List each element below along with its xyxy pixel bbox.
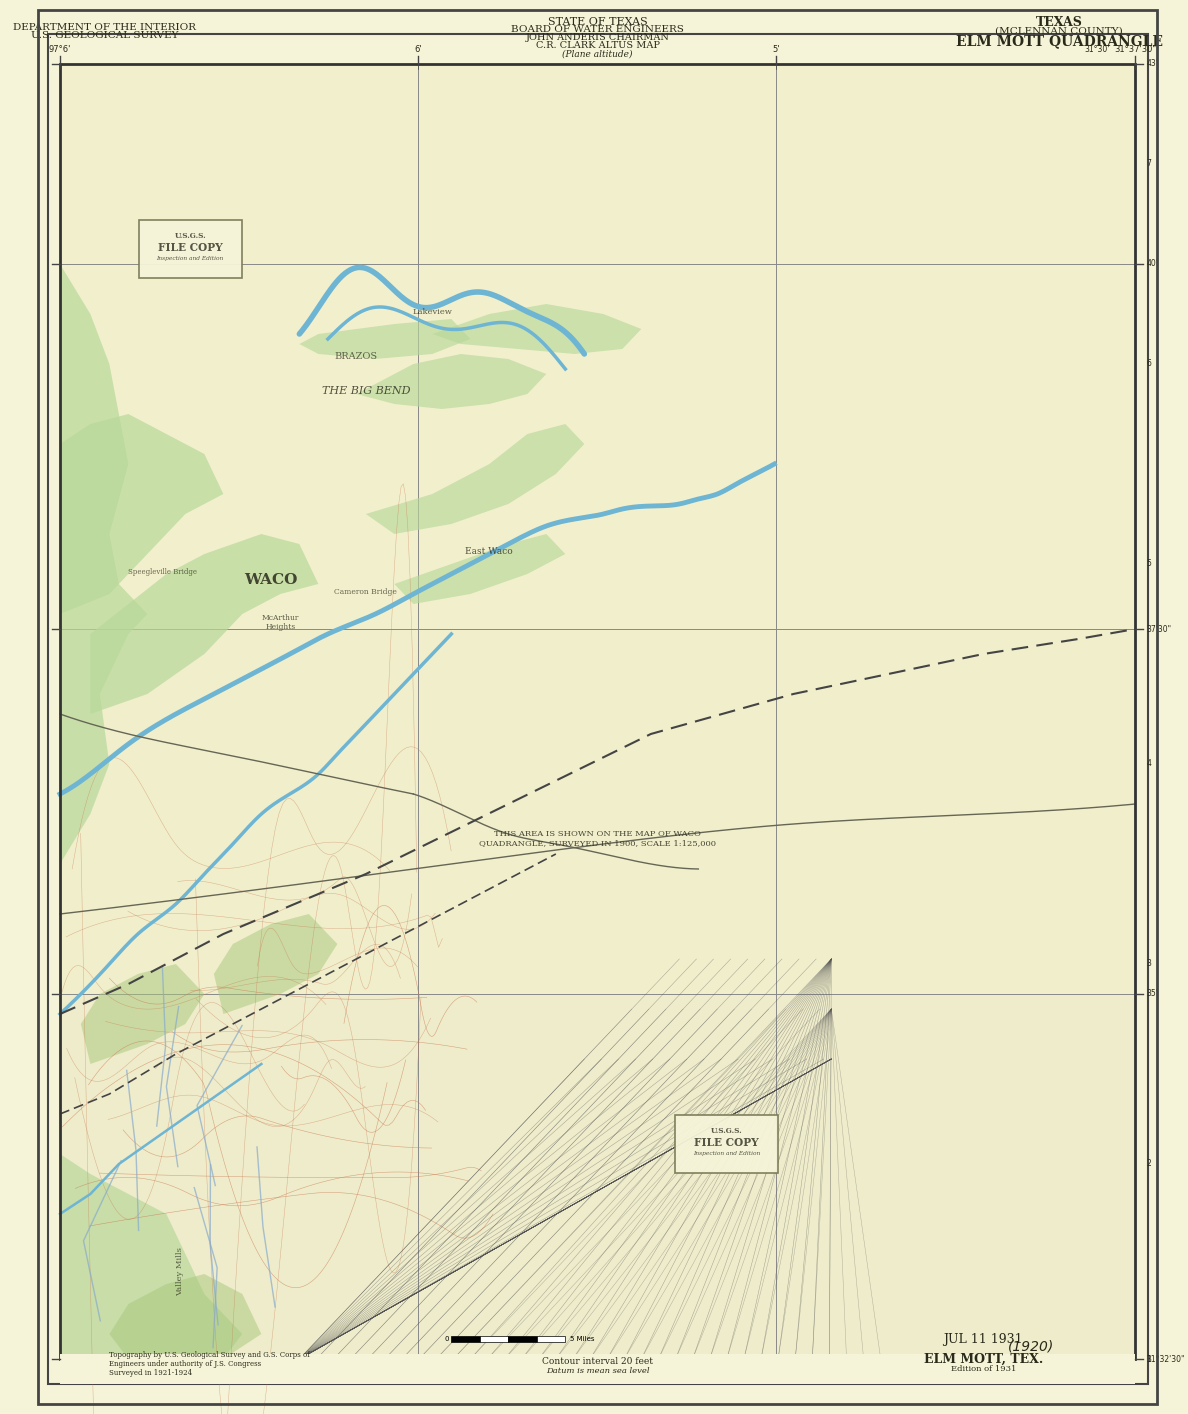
Bar (59, 629, 1136, 994)
Text: 31°37'30": 31°37'30" (1114, 45, 1156, 54)
Text: THIS AREA IS SHOWN ON THE MAP OF WACO
QUADRANGLE, SURVEYED IN 1900, SCALE 1:125,: THIS AREA IS SHOWN ON THE MAP OF WACO QU… (479, 830, 716, 847)
Text: 40': 40' (1146, 260, 1158, 269)
Text: 31°32'30": 31°32'30" (1146, 1355, 1186, 1363)
Text: U.S.G.S.: U.S.G.S. (710, 1127, 742, 1134)
Text: (MCLENNAN COUNTY): (MCLENNAN COUNTY) (996, 27, 1123, 35)
Text: U.S.G.S.: U.S.G.S. (175, 232, 206, 240)
Text: Inspection and Edition: Inspection and Edition (694, 1151, 760, 1157)
Text: 0: 0 (444, 1336, 449, 1342)
Polygon shape (394, 534, 565, 604)
Text: 2: 2 (1146, 1159, 1151, 1168)
Text: THE BIG BEND: THE BIG BEND (322, 386, 410, 396)
Text: STATE OF TEXAS: STATE OF TEXAS (548, 17, 647, 27)
Polygon shape (366, 424, 584, 534)
Text: Edition of 1931: Edition of 1931 (950, 1365, 1016, 1373)
Bar (480, 1336, 508, 1342)
Text: (1920): (1920) (1007, 1339, 1054, 1353)
Text: 6': 6' (415, 45, 422, 54)
Text: 7: 7 (1146, 160, 1151, 168)
Text: DEPARTMENT OF THE INTERIOR: DEPARTMENT OF THE INTERIOR (13, 24, 196, 33)
Text: Valley Mills: Valley Mills (176, 1247, 184, 1297)
Text: FILE COPY: FILE COPY (695, 1137, 759, 1148)
Text: BOARD OF WATER ENGINEERS: BOARD OF WATER ENGINEERS (511, 25, 684, 34)
Text: Inspection and Edition: Inspection and Edition (157, 256, 223, 262)
Polygon shape (59, 414, 223, 614)
Text: 97°6': 97°6' (49, 45, 71, 54)
Bar (451, 1336, 480, 1342)
Polygon shape (356, 354, 546, 409)
Text: JUL 11 1931: JUL 11 1931 (943, 1332, 1023, 1346)
Bar (59, 1355, 1136, 1384)
Text: TEXAS: TEXAS (1036, 16, 1082, 28)
Polygon shape (59, 264, 147, 1359)
Polygon shape (90, 534, 318, 714)
Polygon shape (299, 320, 470, 359)
Polygon shape (109, 1274, 261, 1359)
Text: C.R. CLARK ALTUS MAP: C.R. CLARK ALTUS MAP (536, 41, 659, 51)
Text: 1: 1 (1146, 1355, 1151, 1363)
Text: East Waco: East Waco (466, 547, 513, 556)
Text: 43': 43' (1146, 59, 1158, 68)
Polygon shape (81, 964, 204, 1063)
Bar (59, 629, 1136, 1359)
Text: ELM MOTT QUADRANGLE: ELM MOTT QUADRANGLE (956, 34, 1163, 48)
Polygon shape (214, 913, 337, 1014)
Text: Cameron Bridge: Cameron Bridge (334, 588, 397, 595)
Text: FILE COPY: FILE COPY (158, 242, 222, 253)
Bar (508, 1336, 537, 1342)
Bar (59, 64, 1136, 629)
Text: 35': 35' (1146, 990, 1158, 998)
Text: 5': 5' (772, 45, 781, 54)
Text: 4: 4 (1146, 759, 1151, 768)
Text: 5 Miles: 5 Miles (570, 1336, 594, 1342)
Text: 6: 6 (1146, 359, 1151, 369)
Text: 37'30": 37'30" (1146, 625, 1171, 633)
Text: Speegleville Bridge: Speegleville Bridge (128, 568, 197, 575)
Text: ELM MOTT, TEX.: ELM MOTT, TEX. (924, 1353, 1043, 1366)
Text: Lakeview: Lakeview (412, 308, 453, 315)
Polygon shape (432, 304, 642, 354)
Text: 31°30': 31°30' (1085, 45, 1110, 54)
Text: Contour interval 20 feet: Contour interval 20 feet (542, 1357, 653, 1366)
Bar (537, 1336, 565, 1342)
Polygon shape (59, 1154, 242, 1359)
Text: JOHN ANDERIS CHAIRMAN: JOHN ANDERIS CHAIRMAN (526, 34, 670, 42)
Text: BRAZOS: BRAZOS (335, 352, 378, 361)
Text: Datum is mean sea level: Datum is mean sea level (546, 1367, 650, 1374)
Text: (Plane altitude): (Plane altitude) (562, 49, 633, 58)
Text: McArthur
Heights: McArthur Heights (261, 614, 299, 631)
Text: U.S. GEOLOGICAL SURVEY: U.S. GEOLOGICAL SURVEY (31, 31, 178, 41)
Text: WACO: WACO (245, 573, 297, 587)
Text: 3: 3 (1146, 960, 1151, 969)
Text: 5: 5 (1146, 560, 1151, 568)
FancyBboxPatch shape (139, 221, 241, 277)
FancyBboxPatch shape (675, 1116, 778, 1172)
Text: Topography by U.S. Geological Survey and G.S. Corps of
Engineers under authority: Topography by U.S. Geological Survey and… (109, 1350, 310, 1377)
